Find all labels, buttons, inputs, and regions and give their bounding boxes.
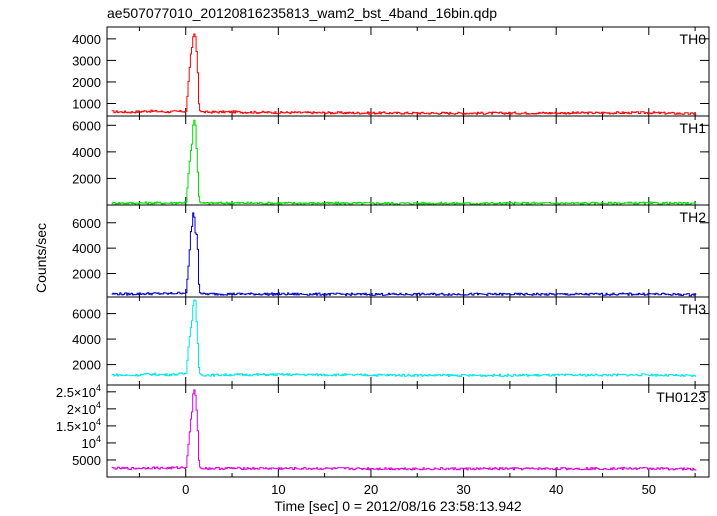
panel-label: TH0123: [656, 389, 706, 405]
x-tick-label: 30: [456, 482, 470, 497]
y-tick-label: 4000: [72, 32, 101, 47]
panel-frame: [106, 384, 710, 478]
y-tick-label: 2×104: [67, 400, 101, 417]
panels: 1000 2000 3000 4000 TH0 2000 4000 6000 TH1 2000 40…: [56, 26, 710, 497]
x-axis-label: Time [sec] 0 = 2012/08/16 23:58:13.942: [274, 498, 522, 514]
y-tick-label: 1000: [72, 97, 101, 112]
x-tick-label: 40: [549, 482, 563, 497]
y-tick-label: 2000: [72, 358, 101, 373]
panel-th3: 2000 4000 6000 TH3: [72, 296, 710, 386]
series-line-th0: [111, 33, 697, 116]
series-line-th0123: [111, 389, 697, 471]
y-tick-label: 4000: [72, 332, 101, 347]
y-tick-label: 6000: [72, 216, 101, 231]
panel-label: TH1: [680, 120, 707, 136]
x-tick-label: 20: [364, 482, 378, 497]
y-tick-label: 2000: [72, 171, 101, 186]
panel-label: TH2: [680, 209, 707, 225]
y-tick-label: 4000: [72, 241, 101, 256]
panel-frame: [106, 204, 710, 298]
panel-th0: 1000 2000 3000 4000 TH0: [72, 26, 710, 117]
y-tick-label: 6000: [72, 307, 101, 322]
y-tick-label: 2000: [72, 267, 101, 282]
x-tick-label: 0: [182, 482, 189, 497]
panel-th1: 2000 4000 6000 TH1: [72, 115, 710, 206]
x-tick-label: 10: [271, 482, 285, 497]
y-tick-label: 4000: [72, 145, 101, 160]
panel-th2: 2000 4000 6000 TH2: [72, 204, 710, 298]
y-tick-label: 104: [82, 434, 101, 451]
series-line-th2: [111, 212, 697, 297]
series-line-th1: [111, 119, 697, 206]
y-tick-label: 2000: [72, 75, 101, 90]
y-tick-label: 2.5×104: [56, 383, 101, 400]
x-tick-label: 50: [642, 482, 656, 497]
panel-label: TH0: [680, 31, 707, 47]
y-tick-label: 1.5×104: [56, 417, 101, 434]
y-tick-label: 5000: [72, 453, 101, 468]
panel-label: TH3: [680, 301, 707, 317]
chart-title: ae507077010_20120816235813_wam2_bst_4ban…: [107, 5, 497, 21]
y-axis-label: Counts/sec: [33, 223, 49, 293]
y-tick-label: 6000: [72, 118, 101, 133]
y-tick-label: 3000: [72, 53, 101, 68]
series-line-th3: [111, 299, 697, 377]
